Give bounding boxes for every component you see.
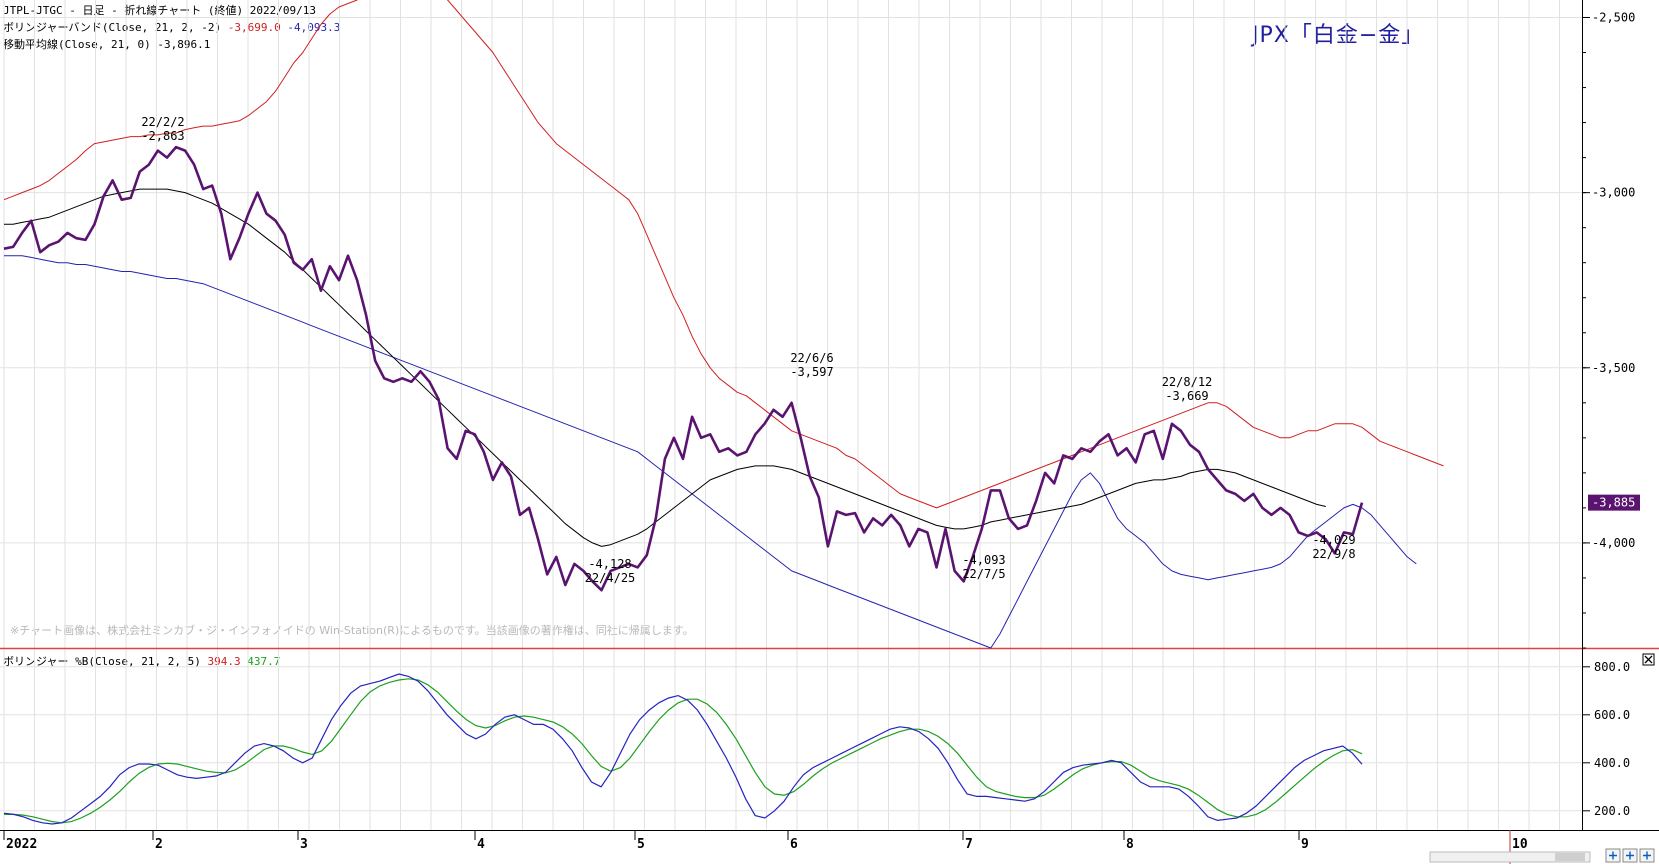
annotation-date: 22/4/25 [585,571,636,585]
annotation-date: 22/2/2 [141,115,184,129]
y-tick-label: -3,000 [1592,186,1635,200]
last-value-label: -3,885 [1592,496,1635,510]
series-bb-upper-line [3,0,1444,509]
x-tick-label: 10 [1512,837,1528,852]
x-tick-label: 6 [790,837,798,852]
annotation-value: -4,093 [962,553,1005,567]
zoom-in-icon-glyph [1609,851,1617,860]
zoom-out-icon-glyph [1626,851,1634,860]
annotation-value: -2,863 [141,129,184,143]
ma-header: 移動平均線(Close, 21, 0) -3,896.1 [3,38,211,51]
x-tick-label: 7 [965,837,973,852]
bollinger-header-label: ボリンジャーバンド(Close, 21, 2, -2) [3,21,222,34]
x-tick-label: 9 [1301,837,1309,852]
series-ma-line [4,188,1326,547]
axes: -2,500 -3,000 -3,500 -4,000 200.0 400.0 600.0 8… [3,0,1640,864]
annotation-date: 22/6/6 [790,351,833,365]
annotation-value: -3,597 [790,365,833,379]
x-tick-label: 5 [637,837,645,852]
chart-grid [0,0,1659,831]
brand-title: JPX「白金−金」 [1252,23,1425,48]
series-pctb-line [3,673,1363,825]
ui-controls [1429,653,1655,863]
y-tick-label: -2,500 [1592,11,1635,25]
x-tick-label: 3 [300,837,308,852]
x-tick-label: 8 [1126,837,1134,852]
annotation-value: -4,128 [588,557,631,571]
scrollbar-thumb [1555,853,1585,861]
bollinger-header: ボリンジャーバンド(Close, 21, 2, -2) -3,699.0 -4,… [3,19,340,35]
main-chart-series [3,0,1444,649]
series-bb-lower-line [4,255,1417,649]
annotation-date: 22/9/8 [1312,547,1355,561]
close-icon-glyph [1644,655,1653,664]
bollinger-upper-value: -3,699.0 [227,21,281,34]
chart-header-title: JTPL-JTGC - 日足 - 折れ線チャート (終値) 2022/09/13 [3,4,316,17]
bollinger-lower-value: -4,093.3 [287,21,341,34]
y-tick-label-sub: 800.0 [1594,660,1630,674]
pctb-value-2: 437.7 [247,655,281,668]
series-close-line [3,145,1364,592]
x-tick-label: 2022 [6,837,37,852]
y-tick-label-sub: 400.0 [1594,756,1630,770]
annotation-date: 22/7/5 [962,567,1005,581]
x-tick-label: 2 [155,837,163,852]
y-tick-label: -4,000 [1592,536,1635,550]
pctb-value-1: 394.3 [207,655,241,668]
last-value-badge [1588,494,1640,511]
annotation-value: -4,029 [1312,533,1355,547]
y-tick-label: -3,500 [1592,361,1635,375]
y-tick-label-sub: 200.0 [1594,804,1630,818]
x-tick-label: 4 [477,837,485,852]
y-tick-label-sub: 600.0 [1594,708,1630,722]
pctb-chart-series [3,673,1363,825]
annotation-date: 22/8/12 [1162,375,1213,389]
horizontal-scrollbar [1429,851,1591,863]
annotation-value: -3,669 [1165,389,1208,403]
series-pctb-signal-line [4,678,1363,824]
move-icon-glyph [1643,851,1651,860]
